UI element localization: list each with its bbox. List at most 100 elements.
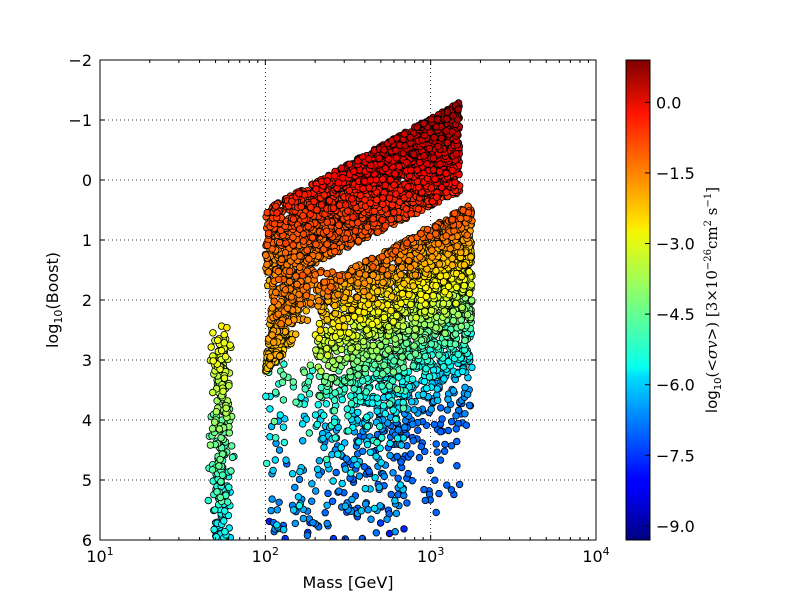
data-point (273, 506, 281, 514)
data-point (310, 197, 318, 206)
data-point (452, 283, 461, 291)
data-point (267, 506, 275, 515)
data-point (460, 282, 468, 290)
data-point (389, 368, 398, 376)
data-point (449, 386, 458, 395)
data-point (296, 468, 304, 476)
data-point (357, 507, 366, 515)
data-point (380, 472, 388, 481)
data-point (369, 341, 377, 350)
data-point (425, 373, 434, 381)
data-point (215, 462, 223, 470)
data-point (293, 280, 301, 289)
data-point (442, 232, 450, 240)
data-point (393, 385, 401, 394)
data-point (372, 452, 380, 461)
data-point (375, 483, 383, 491)
data-point (421, 496, 429, 505)
data-point (432, 223, 440, 231)
data-point (394, 426, 402, 434)
data-point (397, 441, 406, 449)
data-point (320, 443, 328, 452)
data-point (212, 408, 221, 416)
data-point (363, 223, 372, 231)
data-point (304, 222, 312, 231)
data-point (463, 231, 471, 239)
data-point (211, 506, 219, 514)
data-point (217, 434, 225, 442)
data-point (387, 215, 395, 223)
data-point (367, 515, 375, 523)
data-point (468, 363, 476, 372)
data-point (308, 480, 316, 488)
data-point (266, 361, 274, 369)
data-point (303, 283, 311, 291)
data-point (270, 338, 278, 346)
data-point (391, 497, 399, 505)
data-point (286, 267, 294, 275)
data-point (302, 291, 311, 300)
data-point (423, 384, 431, 392)
data-point (378, 216, 386, 224)
data-point (361, 484, 369, 493)
data-point (220, 331, 228, 339)
data-point (312, 346, 320, 354)
data-point (439, 299, 448, 308)
data-point (421, 352, 429, 361)
data-point (465, 401, 474, 409)
data-point (432, 282, 440, 290)
data-point (363, 413, 371, 421)
data-point (363, 326, 371, 334)
data-point (420, 485, 428, 494)
data-point (299, 514, 308, 523)
data-point (334, 290, 342, 299)
data-point (321, 509, 329, 517)
data-point (436, 456, 445, 464)
data-point (217, 478, 225, 486)
data-point (268, 495, 276, 503)
data-point (329, 204, 338, 212)
data-point (433, 448, 441, 456)
data-point (404, 469, 412, 478)
data-point (345, 329, 353, 337)
data-point (453, 242, 461, 250)
data-point (391, 528, 399, 536)
data-point (274, 310, 282, 318)
data-point (276, 411, 284, 419)
data-point (312, 487, 320, 495)
data-point (393, 434, 402, 442)
data-point (342, 455, 351, 463)
data-point (405, 326, 413, 335)
data-point (372, 529, 380, 537)
data-point (468, 296, 476, 304)
data-point (403, 239, 411, 247)
data-point (323, 240, 331, 248)
data-point (450, 209, 459, 217)
data-point (396, 481, 405, 489)
data-point (341, 234, 349, 243)
data-point (327, 283, 335, 291)
data-point (353, 293, 361, 302)
data-point (360, 279, 369, 287)
data-point (415, 453, 424, 462)
data-point (451, 330, 460, 338)
data-point (221, 353, 230, 361)
data-point (296, 252, 304, 260)
data-point (440, 339, 449, 347)
data-point (389, 377, 397, 385)
data-point (338, 396, 346, 404)
data-point (443, 481, 451, 489)
data-point (378, 382, 386, 390)
data-point (387, 490, 395, 499)
data-point (262, 251, 270, 259)
data-point (317, 201, 326, 209)
data-point (434, 396, 442, 405)
data-point (408, 477, 416, 485)
data-point (359, 377, 367, 385)
data-point (348, 495, 356, 504)
data-point (343, 354, 351, 362)
data-point (400, 423, 409, 431)
data-point (354, 408, 362, 417)
data-point (323, 218, 331, 226)
data-point (380, 313, 388, 322)
